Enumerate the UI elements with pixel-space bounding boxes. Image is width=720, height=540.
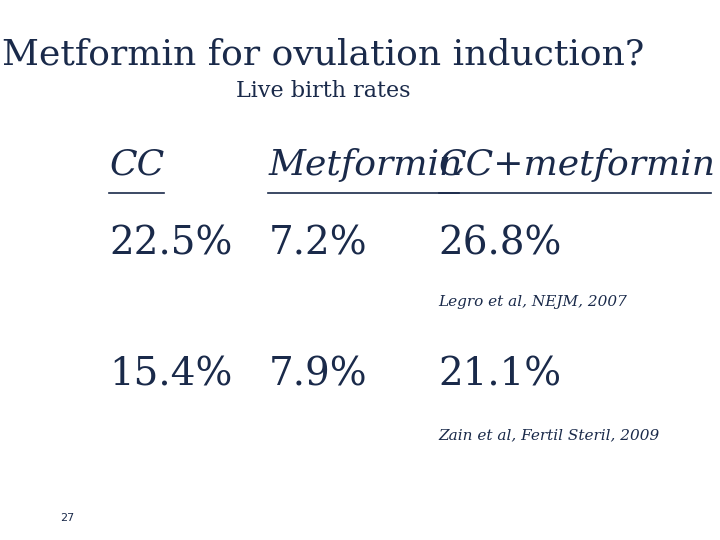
Text: 22.5%: 22.5% [109, 225, 233, 262]
Text: 7.2%: 7.2% [269, 225, 367, 262]
Text: Legro et al, NEJM, 2007: Legro et al, NEJM, 2007 [438, 294, 627, 308]
Text: 21.1%: 21.1% [438, 357, 562, 394]
Text: 15.4%: 15.4% [109, 357, 233, 394]
Text: Metformin: Metformin [269, 148, 463, 182]
Text: 7.9%: 7.9% [269, 357, 367, 394]
Text: 26.8%: 26.8% [438, 225, 562, 262]
Text: Live birth rates: Live birth rates [236, 80, 410, 102]
Text: CC+metformin: CC+metformin [438, 148, 716, 182]
Text: Zain et al, Fertil Steril, 2009: Zain et al, Fertil Steril, 2009 [438, 429, 660, 443]
Text: CC: CC [109, 148, 164, 182]
Text: Metformin for ovulation induction?: Metformin for ovulation induction? [2, 37, 644, 71]
Text: 27: 27 [60, 512, 74, 523]
